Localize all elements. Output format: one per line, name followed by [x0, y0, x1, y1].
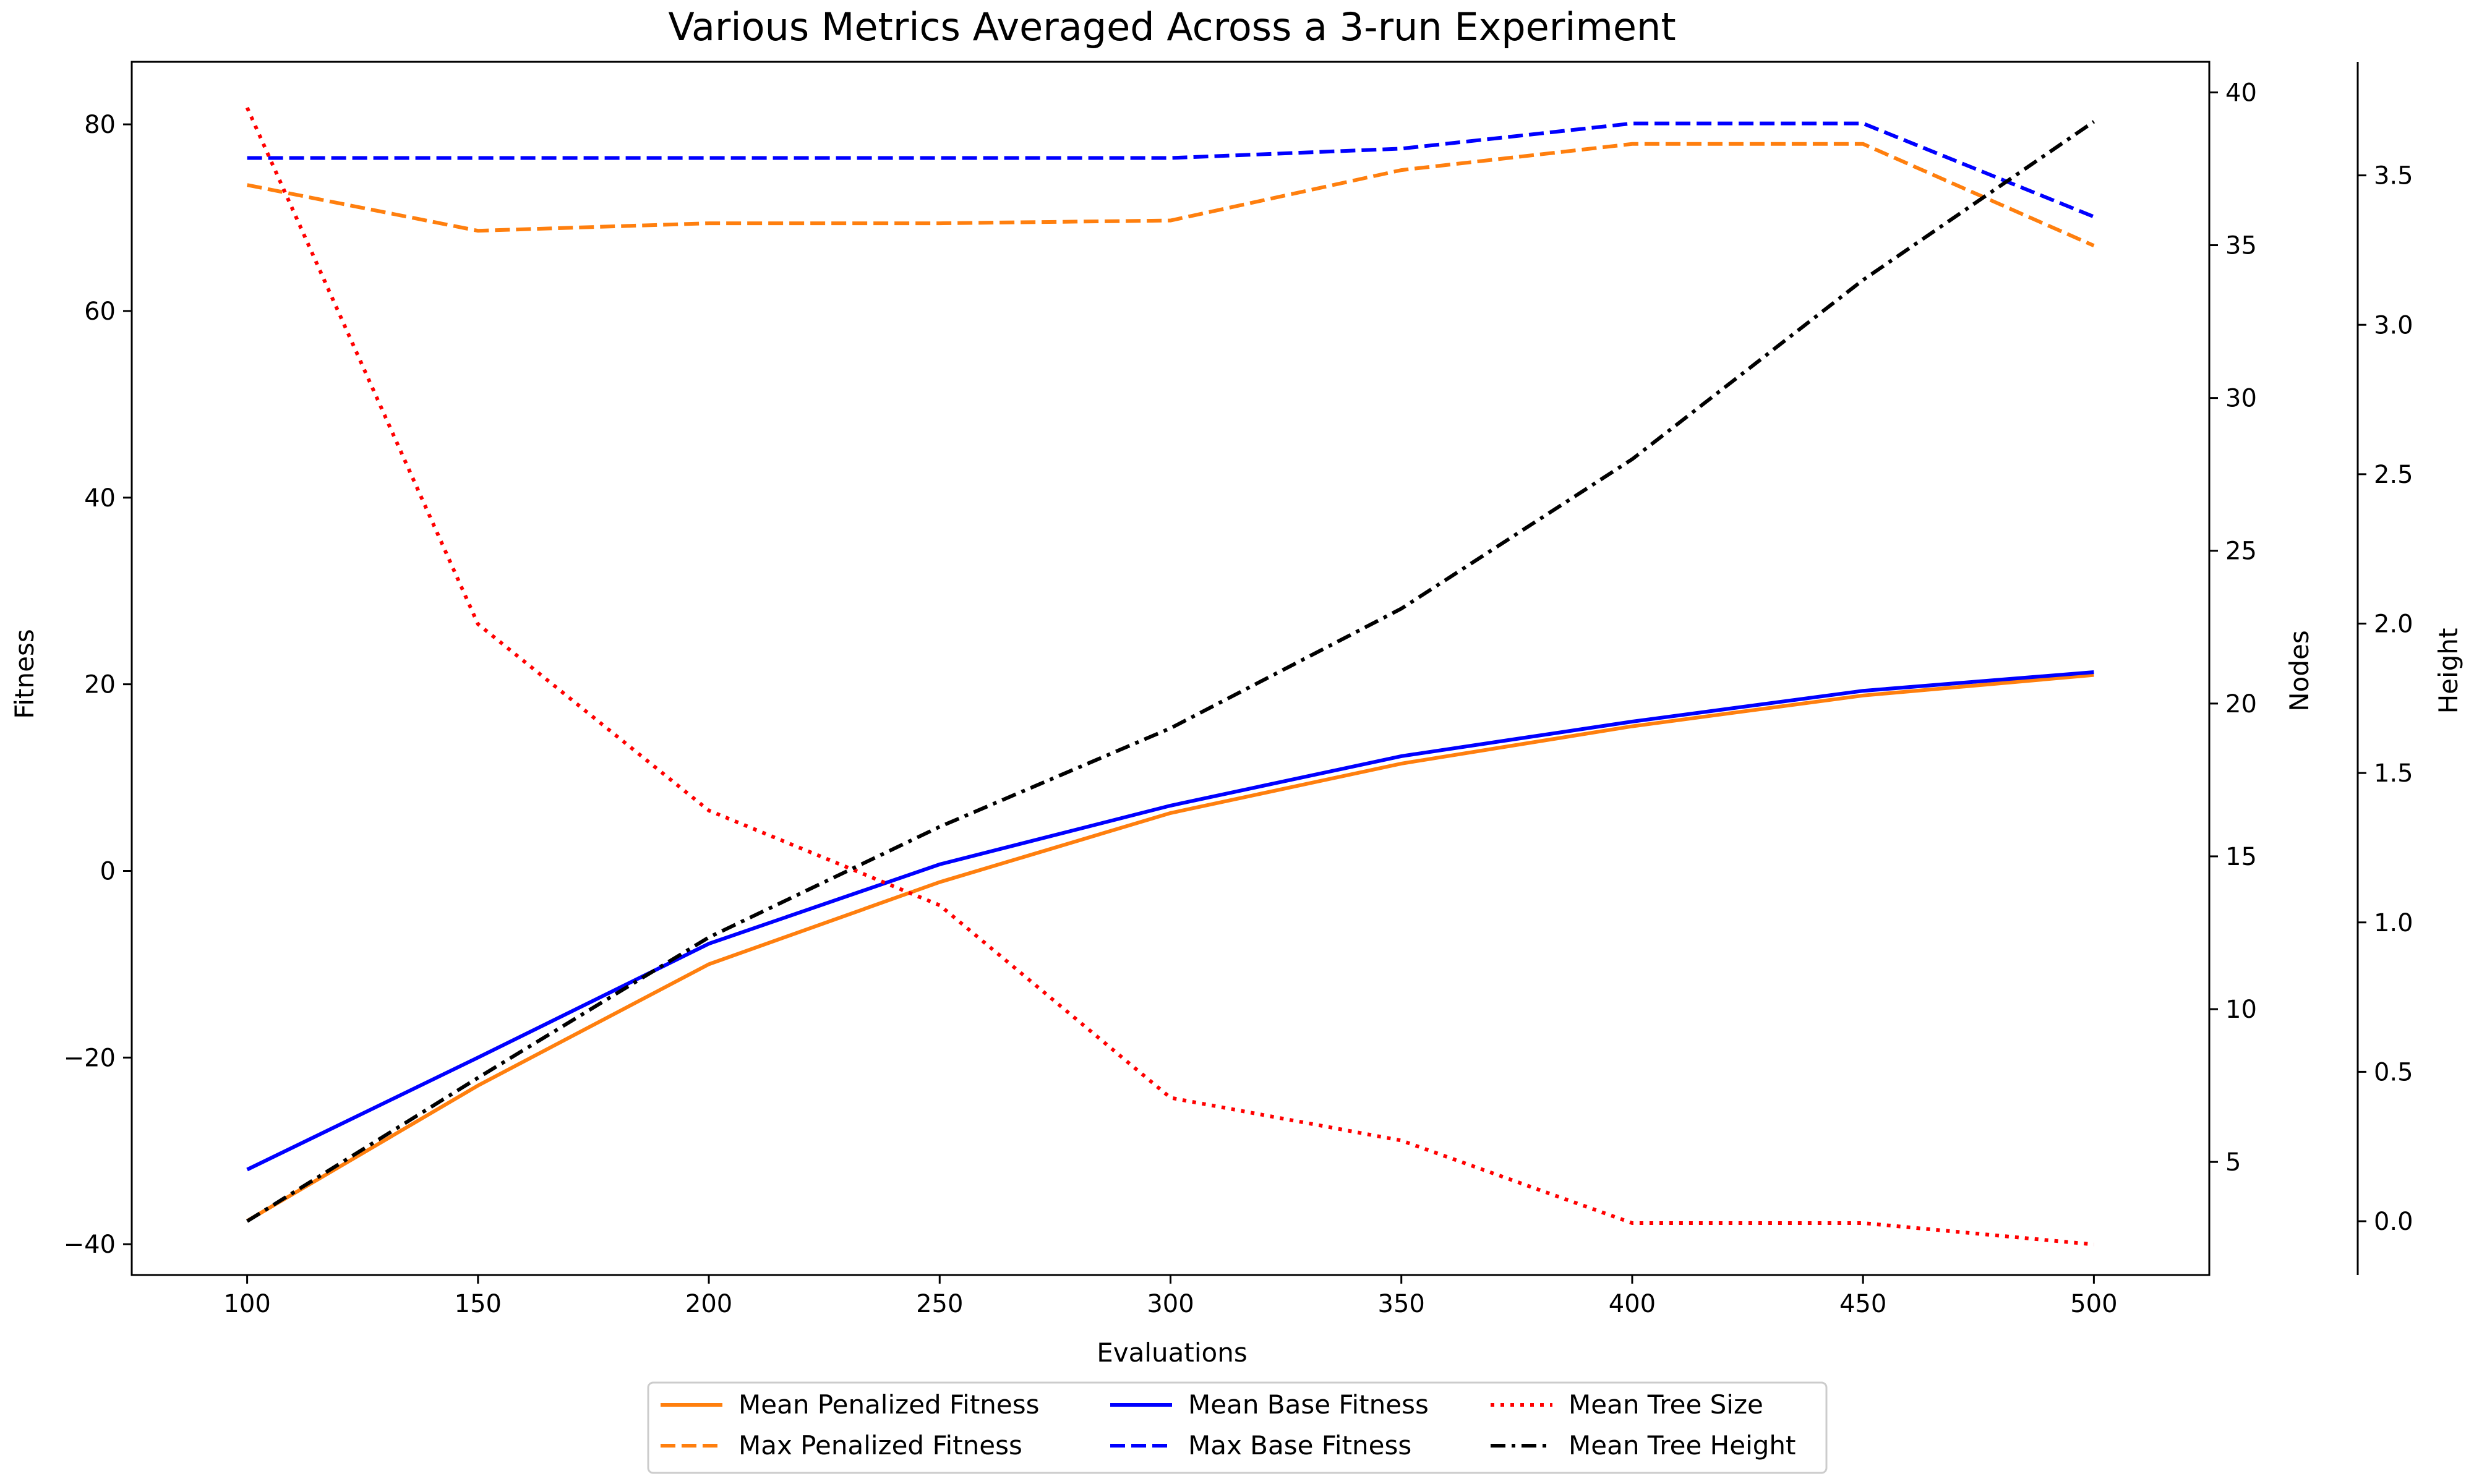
x-tick-label-7: 450: [1839, 1290, 1886, 1318]
fitness-tick-label-6: 80: [84, 111, 116, 139]
nodes-tick-label-3: 20: [2225, 690, 2257, 719]
fitness-tick-label-5: 60: [84, 297, 116, 326]
nodes-tick-label-6: 35: [2225, 232, 2257, 260]
series-line-4: [245, 106, 2094, 1247]
fitness-tick-label-4: 40: [84, 484, 116, 513]
legend: Mean Penalized Fitness Max Penalized Fitn…: [647, 1381, 1828, 1474]
x-tick-label-6: 400: [1609, 1290, 1656, 1318]
nodes-axis-label: Nodes: [2284, 630, 2314, 712]
legend-label-2: Mean Base Fitness: [1188, 1389, 1429, 1420]
height-tick-label-5: 2.5: [2374, 461, 2413, 489]
x-axis-label: Evaluations: [1097, 1337, 1248, 1368]
fitness-axis-label: Fitness: [9, 629, 40, 719]
nodes-tick-label-1: 10: [2225, 996, 2257, 1024]
series-line-3: [247, 121, 2095, 219]
x-tick-label-3: 250: [916, 1290, 963, 1318]
height-tick-label-7: 3.5: [2374, 162, 2413, 190]
legend-label-1: Max Penalized Fitness: [738, 1430, 1022, 1461]
legend-label-0: Mean Penalized Fitness: [738, 1389, 1040, 1420]
series-line-0: [246, 673, 2094, 1223]
height-tick-label-6: 3.0: [2374, 311, 2413, 339]
plot-area: 100 150 200 250 300 350 400 450 500 −40 −20 0 20 40 60…: [64, 61, 2413, 1318]
x-tick-label-1: 150: [455, 1290, 502, 1318]
x-tick-label-8: 500: [2070, 1290, 2117, 1318]
nodes-tick-label-4: 25: [2225, 537, 2257, 566]
height-tick-label-1: 0.5: [2374, 1058, 2413, 1086]
legend-label-5: Mean Tree Height: [1569, 1430, 1796, 1461]
height-axis-label: Height: [2433, 628, 2463, 714]
x-tick-label-2: 200: [685, 1290, 732, 1318]
series-line-5: [246, 120, 2095, 1223]
series-line-2: [246, 670, 2094, 1172]
x-tick-label-4: 300: [1147, 1290, 1194, 1318]
height-tick-label-3: 1.5: [2374, 759, 2413, 788]
fitness-tick-label-1: −20: [64, 1044, 116, 1072]
plot-frame: [131, 61, 2211, 1276]
fitness-tick-label-0: −40: [64, 1230, 116, 1259]
chart-title: Various Metrics Averaged Across a 3-run …: [668, 4, 1676, 49]
height-tick-label-4: 2.0: [2374, 610, 2413, 639]
fitness-tick-label-3: 20: [84, 671, 116, 699]
nodes-tick-label-2: 15: [2225, 843, 2257, 871]
nodes-tick-label-5: 30: [2225, 385, 2257, 413]
height-tick-label-2: 1.0: [2374, 909, 2413, 937]
legend-label-3: Max Base Fitness: [1188, 1430, 1411, 1461]
nodes-tick-label-0: 5: [2225, 1148, 2241, 1177]
height-tick-label-0: 0.0: [2374, 1208, 2413, 1236]
fitness-tick-label-2: 0: [100, 858, 116, 886]
nodes-tick-label-7: 40: [2225, 79, 2257, 107]
x-tick-label-5: 350: [1378, 1290, 1425, 1318]
series-line-1: [247, 142, 2095, 248]
x-tick-label-0: 100: [223, 1290, 270, 1318]
legend-label-4: Mean Tree Size: [1569, 1389, 1763, 1420]
